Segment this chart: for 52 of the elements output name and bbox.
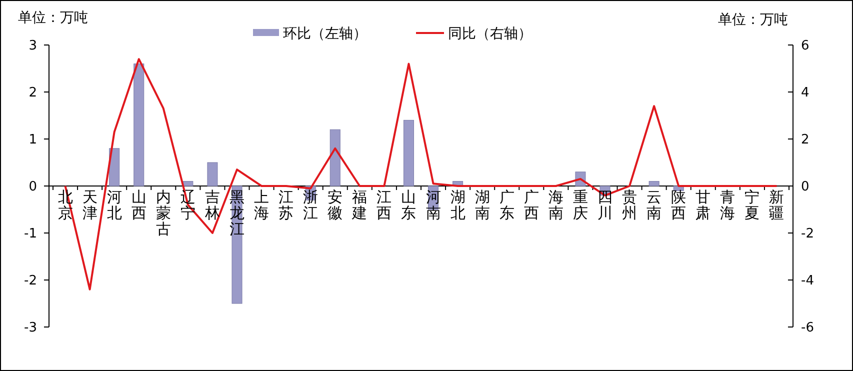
bar [134,64,144,186]
x-tick-label: 新疆 [769,188,784,222]
bar [648,181,660,186]
x-tick-label: 浙江 [303,188,318,222]
y2-tick-label: -2 [801,226,814,242]
x-tick-label: 山东 [401,188,416,222]
bar [403,120,414,186]
x-tick-label: 青海 [720,188,736,222]
y2-tick-label: 0 [801,180,810,195]
x-tick-label: 内蒙古 [156,188,171,238]
bar [182,181,194,186]
y-tick-label: 3 [28,38,37,54]
x-tick-label: 湖北 [450,188,466,222]
y2-tick-label: 2 [801,132,810,148]
x-tick-label: 河南 [426,188,441,222]
y-tick-label: -2 [24,274,37,289]
x-tick-label: 福建 [351,188,368,222]
bar [207,162,218,186]
x-tick-label: 黑龙江 [230,188,244,238]
x-tick-label: 江西 [376,188,392,222]
y-tick-label: 2 [28,86,37,101]
x-tick-label: 湖南 [474,188,490,222]
bar [330,129,340,186]
x-tick-label: 云南 [646,188,662,222]
y2-axis-title: 单位：万吨 [718,12,788,28]
y2-tick-label: -4 [801,274,814,289]
x-tick-label: 陕西 [671,188,686,222]
x-tick-label: 江苏 [278,188,294,222]
x-tick-label: 上海 [254,188,270,222]
x-tick-label: 安徽 [328,188,343,222]
y2-tick-label: 6 [801,38,810,54]
x-tick-label: 吉林 [204,188,220,222]
x-tick-label: 甘肃 [696,188,711,222]
y-axis-title: 单位：万吨 [18,10,88,26]
x-tick-label: 重庆 [572,188,588,222]
x-tick-label: 广东 [499,188,514,222]
x-tick-label: 天津 [82,188,98,222]
x-tick-label: 贵州 [622,188,638,222]
y-tick-label: 0 [28,180,37,195]
x-tick-label: 河北 [106,188,122,222]
bar [109,148,120,186]
y-tick-label: -3 [24,320,37,336]
x-tick-label: 广西 [524,188,539,222]
legend-label: 环比（左轴） [283,26,367,42]
y-tick-label: -1 [24,226,37,242]
x-tick-label: 山西 [131,188,146,222]
y-tick-label: 1 [28,132,37,148]
y2-tick-label: 4 [801,86,810,101]
x-tick-label: 宁夏 [744,188,760,222]
legend-label: 同比（右轴） [448,26,532,42]
y2-tick-label: -6 [801,320,814,336]
x-tick-label: 海南 [548,188,564,222]
